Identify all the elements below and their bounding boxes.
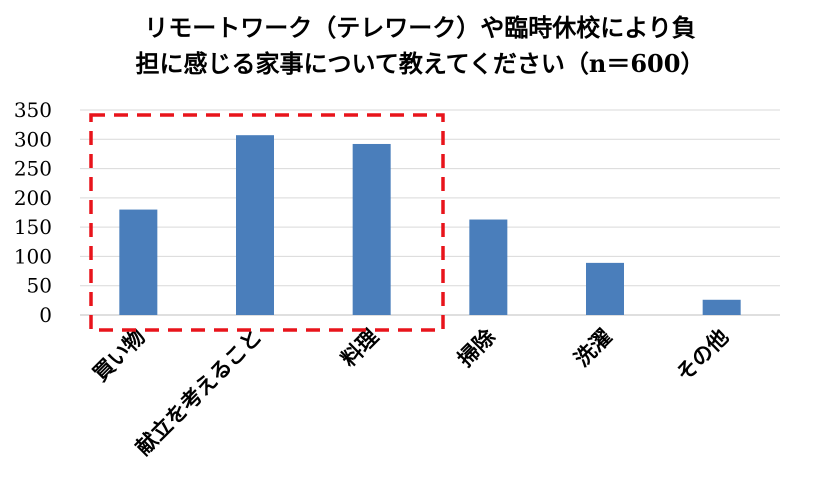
bar: [236, 135, 274, 315]
highlight-box: [89, 113, 445, 332]
y-tick-label: 300: [14, 127, 52, 151]
x-tick-label: その他: [672, 325, 734, 387]
y-tick-label: 150: [14, 215, 52, 239]
x-tick-label: 掃除: [453, 324, 500, 371]
y-tick-label: 250: [14, 157, 52, 181]
chart-title-line-2: 担に感じる家事について教えてください（n＝600）: [135, 49, 705, 78]
x-tick-label: 献立を考えること: [131, 325, 266, 460]
y-tick-label: 50: [27, 274, 52, 298]
chart-title-line-1: リモートワーク（テレワーク）や臨時休校により負: [144, 13, 696, 42]
y-tick-label: 350: [14, 98, 52, 122]
bar: [469, 219, 508, 315]
x-tick-label: 洗濯: [570, 325, 617, 372]
bar: [586, 262, 624, 315]
x-tick-label: 買い物: [88, 325, 150, 387]
y-tick-label: 100: [14, 244, 52, 268]
bar: [119, 209, 158, 315]
y-tick-label: 0: [39, 303, 52, 327]
chart-title: リモートワーク（テレワーク）や臨時休校により負 担に感じる家事について教えてくだ…: [0, 10, 840, 82]
y-tick-label: 200: [14, 186, 52, 210]
bar: [702, 299, 741, 315]
bar: [352, 143, 391, 315]
